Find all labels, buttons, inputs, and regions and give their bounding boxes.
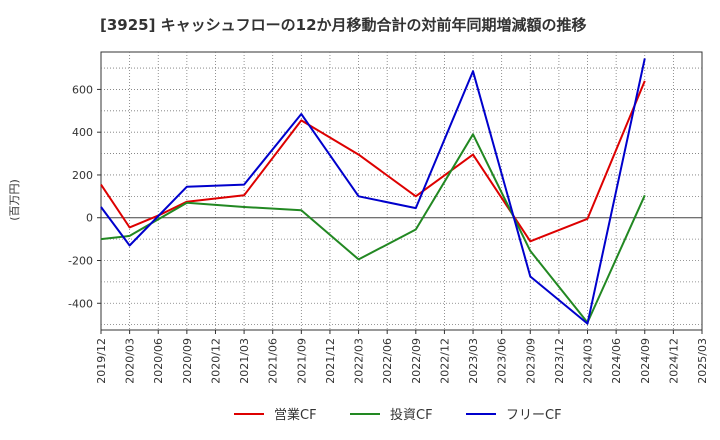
y-tick-label: 200 (72, 169, 93, 182)
x-tick-label: 2023/09 (524, 338, 537, 384)
x-tick-label: 2023/12 (553, 338, 566, 384)
x-tick-label: 2021/03 (238, 338, 251, 384)
plot-frame (100, 51, 703, 331)
x-axis: 2019/12 2020/03 2020/06 2020/09 2020/12 2021/… (95, 330, 709, 384)
plot-area (100, 51, 703, 331)
x-tick-label: 2022/09 (410, 338, 423, 384)
series-line (100, 133, 646, 324)
x-tick-label: 2024/09 (639, 338, 652, 384)
y-tick-label: -400 (68, 297, 93, 310)
x-tick-label: 2020/09 (181, 338, 194, 384)
y-tick-label: 400 (72, 126, 93, 139)
y-tick-label: 600 (72, 83, 93, 96)
x-tick-label: 2024/03 (582, 338, 595, 384)
y-axis-label: (百万円) (8, 179, 21, 221)
x-tick-label: 2020/06 (152, 338, 165, 384)
x-tick-label: 2022/06 (381, 338, 394, 384)
x-tick-label: 2020/03 (124, 338, 137, 384)
x-tick-label: 2023/06 (496, 338, 509, 384)
series-lines (100, 58, 646, 325)
y-tick-label: -200 (68, 255, 93, 268)
chart-title: [3925] キャッシュフローの12か月移動合計の対前年同期増減額の推移 (100, 16, 587, 34)
x-tick-label: 2022/12 (438, 338, 451, 384)
x-tick-label: 2023/03 (467, 338, 480, 384)
x-tick-label: 2024/12 (667, 338, 680, 384)
series-line (100, 80, 646, 243)
y-tick-label: 0 (86, 212, 93, 225)
x-tick-label: 2024/06 (610, 338, 623, 384)
legend-label: 営業CF (274, 407, 317, 423)
legend: 営業CF 投資CF フリーCF (234, 407, 562, 423)
series-line (100, 58, 646, 325)
x-tick-label: 2021/09 (295, 338, 308, 384)
legend-label: フリーCF (506, 408, 562, 423)
x-tick-label: 2019/12 (95, 338, 108, 384)
x-tick-label: 2025/03 (696, 338, 709, 384)
x-tick-label: 2020/12 (209, 338, 222, 384)
x-tick-label: 2021/12 (324, 338, 337, 384)
x-tick-label: 2021/06 (267, 338, 280, 384)
x-tick-label: 2022/03 (353, 338, 366, 384)
legend-label: 投資CF (390, 407, 433, 423)
y-axis: -400 -200 0 200 400 600 (68, 83, 101, 310)
